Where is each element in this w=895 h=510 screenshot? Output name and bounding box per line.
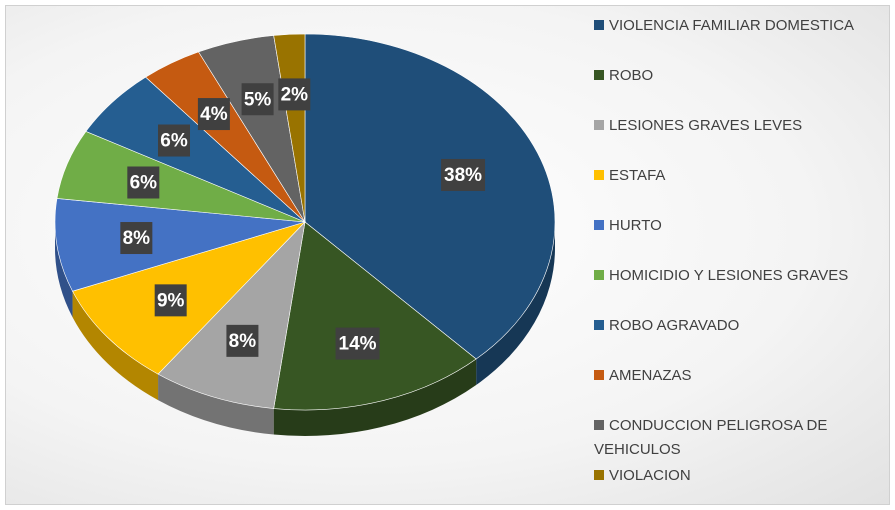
data-label: 4%: [200, 104, 228, 125]
data-label: 5%: [244, 89, 272, 110]
legend-swatch: [594, 20, 604, 30]
pie-side: [273, 359, 477, 436]
legend-item: LESIONES GRAVES LEVES: [594, 114, 884, 138]
legend-item: HOMICIDIO Y LESIONES GRAVES: [594, 264, 884, 288]
data-label: 38%: [444, 165, 482, 186]
legend-swatch: [594, 120, 604, 130]
legend-label: HURTO: [609, 217, 662, 234]
legend-label: CONDUCCION PELIGROSA DE VEHICULOS: [594, 417, 828, 458]
data-label: 9%: [157, 290, 185, 311]
data-label-box: [335, 327, 380, 360]
legend-swatch: [594, 220, 604, 230]
legend-swatch: [594, 70, 604, 80]
data-label-box: [441, 158, 486, 191]
data-label-box: [120, 222, 153, 255]
pie-slice: [54, 198, 306, 292]
legend-swatch: [594, 370, 604, 380]
data-label-box: [197, 98, 230, 131]
pie-sides: [55, 222, 555, 436]
legend-item: ROBO AGRAVADO: [594, 314, 884, 338]
data-label: 6%: [160, 131, 188, 152]
legend-item: ESTAFA: [594, 164, 884, 188]
data-label-box: [127, 166, 160, 199]
legend-item: VIOLACION: [594, 464, 884, 488]
pie-slice: [157, 221, 306, 409]
pie-slice: [72, 221, 307, 375]
data-label-box: [154, 284, 187, 317]
data-label: 2%: [281, 84, 309, 105]
pie-side: [72, 291, 159, 401]
data-label-box: [278, 78, 311, 111]
legend-label: AMENAZAS: [609, 367, 692, 384]
data-label: 8%: [123, 228, 151, 249]
legend-label: ESTAFA: [609, 167, 666, 184]
data-label-box: [241, 83, 274, 116]
pie-slice: [304, 33, 556, 360]
legend-swatch: [594, 320, 604, 330]
pie-side: [55, 222, 73, 318]
legend-label: LESIONES GRAVES LEVES: [609, 117, 803, 134]
legend-label: VIOLACION: [609, 467, 691, 484]
legend-item: VIOLENCIA FAMILIAR DOMESTICA: [594, 14, 884, 38]
legend-item: AMENAZAS: [594, 364, 884, 388]
legend-label: ROBO AGRAVADO: [609, 317, 740, 334]
data-label: 8%: [229, 331, 257, 352]
legend-label: ROBO: [609, 67, 654, 84]
legend-item: HURTO: [594, 214, 884, 238]
legend-swatch: [594, 420, 604, 430]
data-label: 6%: [130, 173, 158, 194]
pie-side: [476, 222, 555, 386]
legend-swatch: [594, 470, 604, 480]
pie-side: [158, 374, 274, 435]
legend-swatch: [594, 270, 604, 280]
legend-label: VIOLENCIA FAMILIAR DOMESTICA: [609, 17, 855, 34]
legend-item: ROBO: [594, 64, 884, 88]
pie-slice: [273, 221, 477, 411]
legend-label: HOMICIDIO Y LESIONES GRAVES: [609, 267, 849, 284]
legend-swatch: [594, 170, 604, 180]
data-label-box: [158, 124, 191, 157]
data-label-box: [226, 324, 259, 357]
data-label: 14%: [339, 334, 377, 355]
legend-item: CONDUCCION PELIGROSA DE VEHICULOS: [594, 414, 884, 462]
